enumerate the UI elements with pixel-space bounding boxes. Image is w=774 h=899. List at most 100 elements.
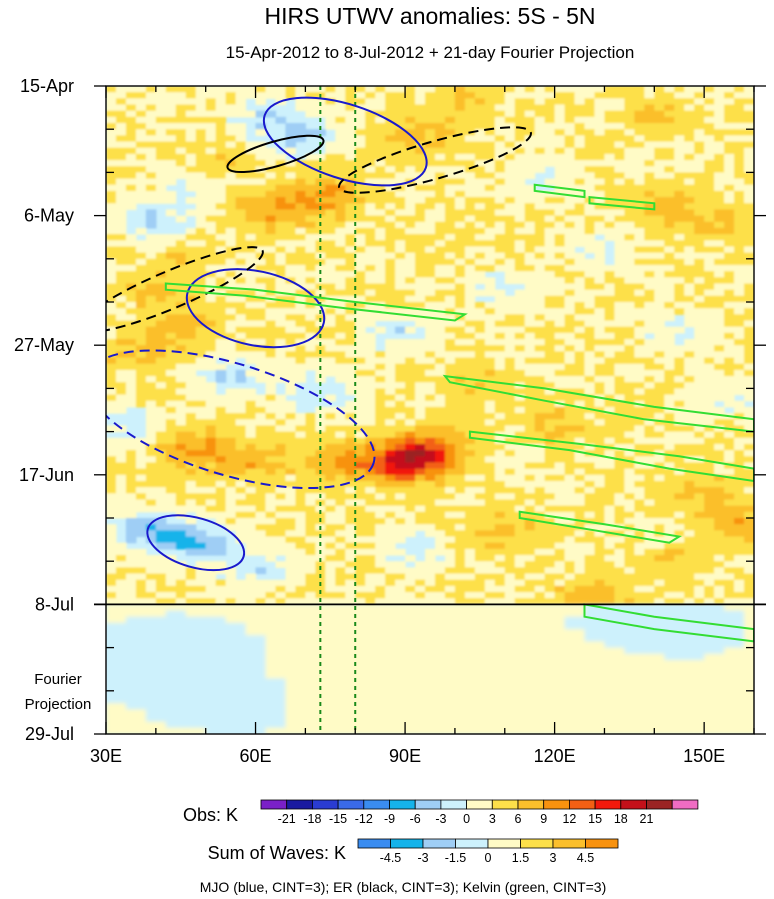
anomaly-cell	[454, 357, 466, 365]
anomaly-cell	[195, 462, 207, 470]
anomaly-cell	[205, 332, 217, 340]
anomaly-cell	[504, 567, 516, 575]
anomaly-cell	[564, 277, 576, 285]
anomaly-cell	[614, 437, 625, 445]
anomaly-cell	[106, 178, 117, 186]
anomaly-cell	[145, 240, 157, 248]
anomaly-cell	[315, 178, 326, 186]
anomaly-cell	[614, 172, 625, 180]
anomaly-cell	[106, 326, 117, 334]
anomaly-cell	[714, 351, 725, 359]
anomaly-cell	[135, 369, 147, 377]
anomaly-cell	[474, 160, 486, 167]
anomaly-cell	[714, 283, 725, 291]
anomaly-cell	[484, 110, 496, 118]
anomaly-cell	[624, 153, 635, 161]
anomaly-cell	[265, 388, 277, 396]
anomaly-cell	[624, 493, 635, 501]
anomaly-cell	[106, 400, 117, 408]
anomaly-cell	[235, 283, 247, 291]
anomaly-cell	[145, 104, 157, 112]
anomaly-cell	[644, 197, 655, 204]
anomaly-cell	[534, 394, 546, 402]
anomaly-cell	[734, 437, 745, 445]
anomaly-cell	[375, 184, 386, 192]
anomaly-cell	[285, 388, 297, 396]
anomaly-cell	[385, 400, 396, 408]
anomaly-cell	[365, 314, 376, 322]
anomaly-cell	[355, 413, 366, 420]
anomaly-cell	[155, 437, 167, 445]
anomaly-cell	[305, 413, 316, 420]
anomaly-cell	[554, 264, 566, 272]
anomaly-cell	[684, 400, 695, 408]
anomaly-cell	[175, 456, 187, 464]
anomaly-cell	[335, 308, 346, 315]
anomaly-cell	[255, 406, 267, 414]
anomaly-cell	[345, 542, 356, 550]
anomaly-cell	[265, 505, 277, 513]
anomaly-cell	[614, 474, 625, 482]
anomaly-cell	[395, 468, 406, 476]
anomaly-cell	[225, 172, 237, 180]
anomaly-cell	[195, 116, 207, 124]
anomaly-cell	[454, 141, 466, 149]
anomaly-cell	[714, 129, 725, 136]
anomaly-cell	[704, 493, 715, 501]
anomaly-cell	[594, 487, 606, 494]
anomaly-cell	[594, 258, 606, 266]
anomaly-cell	[285, 129, 297, 136]
anomaly-cell	[594, 221, 606, 229]
anomaly-cell	[454, 413, 466, 420]
anomaly-cell	[484, 141, 496, 149]
anomaly-cell	[255, 542, 267, 550]
anomaly-cell	[484, 129, 496, 136]
anomaly-cell	[235, 320, 247, 328]
anomaly-cell	[674, 425, 685, 433]
anomaly-cell	[265, 190, 277, 198]
anomaly-cell	[744, 530, 754, 538]
anomaly-cell	[325, 567, 336, 575]
anomaly-cell	[534, 302, 546, 309]
anomaly-cell	[175, 326, 187, 334]
anomaly-cell	[375, 234, 386, 241]
anomaly-cell	[185, 104, 197, 112]
anomaly-cell	[225, 518, 237, 525]
anomaly-cell	[444, 413, 456, 420]
anomaly-cell	[504, 326, 516, 334]
anomaly-cell	[345, 160, 356, 167]
anomaly-cell	[644, 561, 655, 568]
anomaly-cell	[464, 246, 476, 254]
anomaly-cell	[405, 221, 416, 229]
anomaly-cell	[674, 382, 685, 389]
anomaly-cell	[155, 542, 167, 550]
anomaly-cell	[165, 289, 177, 297]
anomaly-cell	[644, 382, 655, 389]
anomaly-cell	[734, 308, 745, 315]
anomaly-cell	[494, 116, 506, 124]
anomaly-cell	[484, 86, 496, 93]
anomaly-cell	[434, 141, 446, 149]
anomaly-cell	[165, 468, 177, 476]
anomaly-cell	[185, 147, 197, 155]
anomaly-cell	[275, 530, 287, 538]
anomaly-cell	[295, 536, 306, 544]
anomaly-cell	[744, 536, 754, 544]
anomaly-cell	[405, 116, 416, 124]
anomaly-cell	[255, 530, 267, 538]
anomaly-cell	[245, 215, 257, 223]
anomaly-cell	[295, 480, 306, 488]
anomaly-cell	[235, 203, 247, 211]
anomaly-cell	[345, 166, 356, 173]
anomaly-cell	[444, 468, 456, 476]
anomaly-cell	[574, 394, 586, 402]
anomaly-cell	[734, 573, 745, 581]
anomaly-cell	[115, 98, 127, 106]
anomaly-cell	[225, 129, 237, 136]
anomaly-cell	[604, 98, 616, 106]
anomaly-cell	[484, 320, 496, 328]
anomaly-cell	[255, 524, 267, 531]
anomaly-cell	[464, 153, 476, 161]
anomaly-cell	[594, 555, 606, 562]
anomaly-cell	[335, 314, 346, 322]
